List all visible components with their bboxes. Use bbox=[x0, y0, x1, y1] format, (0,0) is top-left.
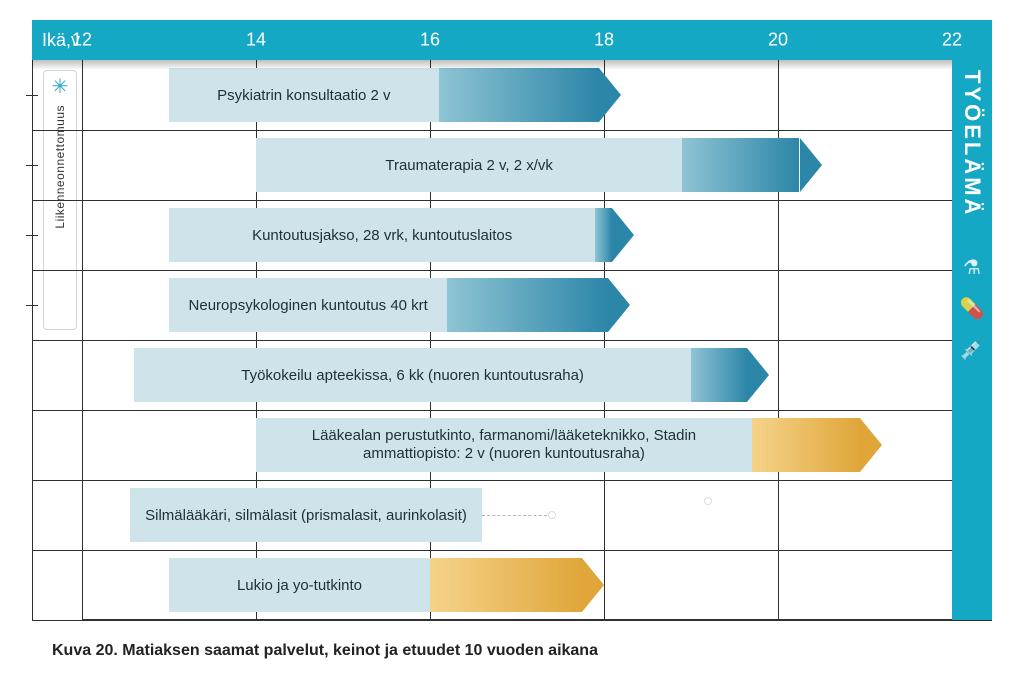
side-event-label: Liikenneonnettomuus bbox=[53, 105, 67, 229]
axis-tick: 18 bbox=[594, 30, 614, 51]
bar-label: Kuntoutusjakso, 28 vrk, kuntoutuslaitos bbox=[169, 227, 595, 244]
grid-area: Psykiatrin konsultaatio 2 v Traumaterapi… bbox=[82, 60, 992, 620]
row-divider bbox=[32, 130, 992, 131]
timeline-bar: Traumaterapia 2 v, 2 x/vk bbox=[256, 138, 822, 192]
axis-tick: 20 bbox=[768, 30, 788, 51]
timeline-bar: Lukio ja yo-tutkinto bbox=[169, 558, 604, 612]
axis-tick: 16 bbox=[420, 30, 440, 51]
timeline-bar: Lääkealan perustutkinto, farmanomi/lääke… bbox=[256, 418, 882, 472]
row-divider bbox=[32, 480, 992, 481]
arrowhead-icon bbox=[800, 138, 822, 192]
timeline-bar: Kuntoutusjakso, 28 vrk, kuntoutuslaitos bbox=[169, 208, 634, 262]
row-divider bbox=[32, 200, 992, 201]
right-panel-icon: 💉 bbox=[960, 337, 985, 362]
arrowhead-icon bbox=[747, 348, 769, 402]
row-divider bbox=[32, 550, 992, 551]
bar-label: Neuropsykologinen kuntoutus 40 krt bbox=[169, 297, 447, 314]
row-divider bbox=[32, 340, 992, 341]
right-panel-icon: 💊 bbox=[960, 296, 985, 321]
figure-caption: Kuva 20. Matiaksen saamat palvelut, kein… bbox=[32, 642, 992, 660]
axis-tick: 14 bbox=[246, 30, 266, 51]
right-panel-label: TYÖELÄMÄ bbox=[959, 70, 985, 217]
row-divider bbox=[32, 620, 992, 621]
spark-icon: ✳ bbox=[52, 77, 69, 97]
axis-header: Ikä,v 121416182022 bbox=[32, 20, 992, 60]
right-panel-icon: ⚗ bbox=[963, 255, 981, 280]
timeline-bar: Neuropsykologinen kuntoutus 40 krt bbox=[169, 278, 630, 332]
axis-ticks: 121416182022 bbox=[82, 20, 992, 60]
timeline-chart: Ikä,v 121416182022 ✳ Liikenneonnettomuus… bbox=[32, 20, 992, 660]
event-dot bbox=[704, 497, 712, 505]
arrowhead-icon bbox=[582, 558, 604, 612]
bar-label: Työkokeilu apteekissa, 6 kk (nuoren kunt… bbox=[134, 367, 691, 384]
event-dot bbox=[548, 511, 556, 519]
chart-body: ✳ Liikenneonnettomuus Psykiatrin konsult… bbox=[32, 60, 992, 620]
bar-label: Lääkealan perustutkinto, farmanomi/lääke… bbox=[256, 427, 752, 463]
axis-tick: 12 bbox=[72, 30, 92, 51]
timeline-bar: Työkokeilu apteekissa, 6 kk (nuoren kunt… bbox=[134, 348, 769, 402]
axis-tick: 22 bbox=[942, 30, 962, 51]
row-divider bbox=[32, 410, 992, 411]
arrowhead-icon bbox=[860, 418, 882, 472]
bar-label: Traumaterapia 2 v, 2 x/vk bbox=[256, 157, 682, 174]
bar-label: Silmälääkäri, silmälasit (prismalasit, a… bbox=[130, 507, 482, 524]
row-divider bbox=[32, 270, 992, 271]
arrowhead-icon bbox=[612, 208, 634, 262]
right-panel: TYÖELÄMÄ ⚗ 💊 💉 bbox=[952, 20, 992, 620]
timeline-bar: Silmälääkäri, silmälasit (prismalasit, a… bbox=[130, 488, 482, 542]
timeline-bar: Psykiatrin konsultaatio 2 v bbox=[169, 68, 621, 122]
bar-label: Lukio ja yo-tutkinto bbox=[169, 577, 430, 594]
arrowhead-icon bbox=[608, 278, 630, 332]
arrowhead-icon bbox=[599, 68, 621, 122]
bar-label: Psykiatrin konsultaatio 2 v bbox=[169, 87, 439, 104]
